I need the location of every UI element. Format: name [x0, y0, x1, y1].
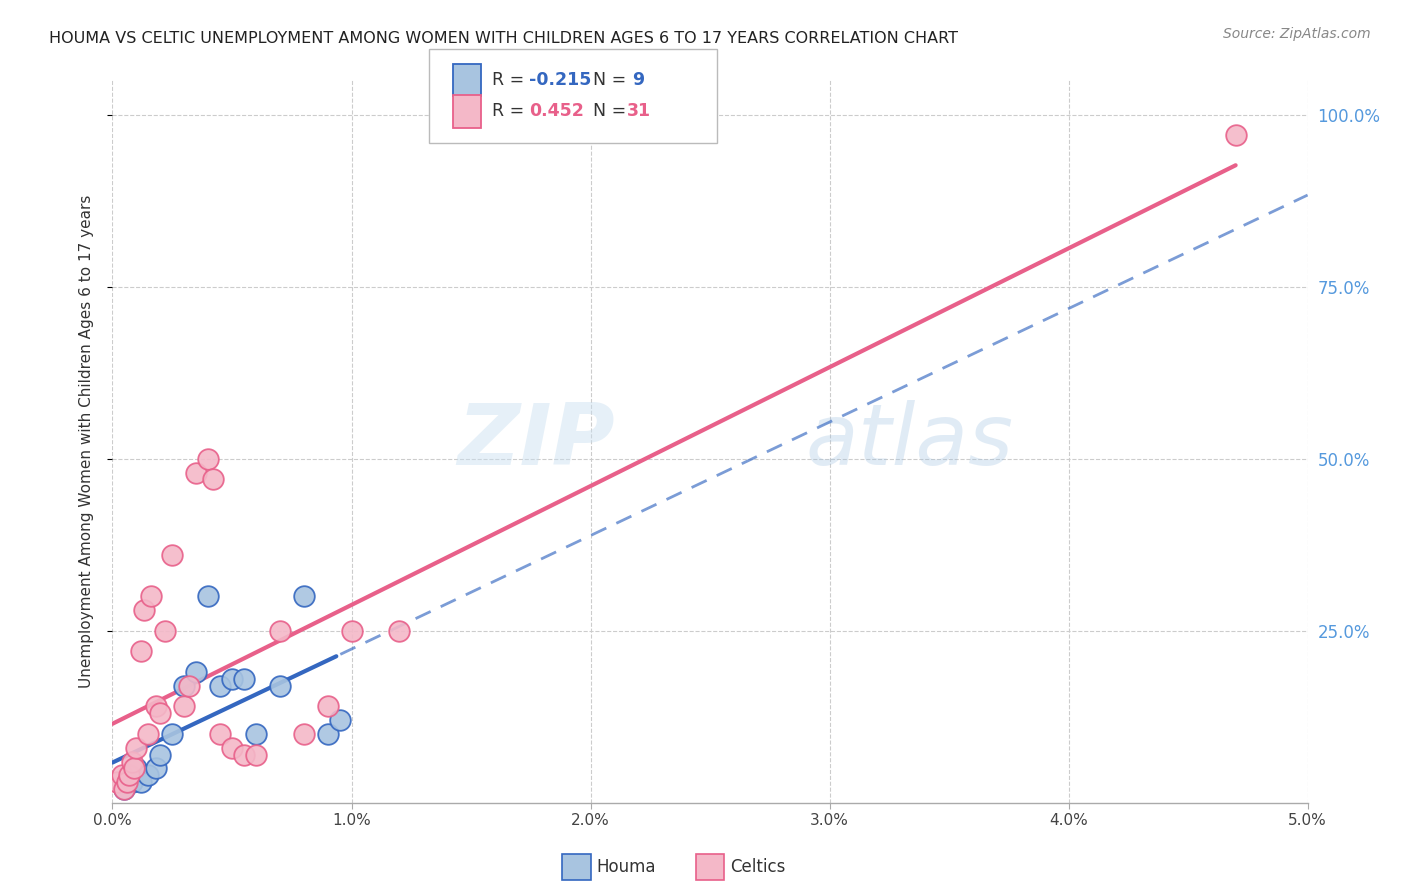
Point [132, 603, 155, 617]
Text: ZIP: ZIP [457, 400, 614, 483]
Point [173, 699, 195, 714]
Y-axis label: Unemployment Among Women with Children Ages 6 to 17 years: Unemployment Among Women with Children A… [79, 194, 94, 689]
Point [245, 727, 267, 741]
Point [114, 782, 135, 797]
Point [197, 590, 219, 604]
Point [145, 699, 167, 714]
Point [197, 451, 219, 466]
Point [115, 775, 138, 789]
Point [139, 590, 162, 604]
Point [138, 768, 160, 782]
Point [145, 761, 167, 775]
Point [149, 706, 172, 721]
Text: R =: R = [492, 71, 530, 89]
Point [209, 727, 232, 741]
Text: HOUMA VS CELTIC UNEMPLOYMENT AMONG WOMEN WITH CHILDREN AGES 6 TO 17 YEARS CORREL: HOUMA VS CELTIC UNEMPLOYMENT AMONG WOMEN… [49, 31, 959, 46]
Point [329, 713, 352, 727]
Point [233, 747, 256, 762]
Point [138, 727, 160, 741]
Point [177, 679, 200, 693]
Point [105, 775, 128, 789]
Point [122, 761, 145, 775]
Point [233, 672, 256, 686]
Point [129, 775, 152, 789]
Point [129, 644, 152, 658]
Text: Houma: Houma [596, 858, 655, 876]
Point [186, 466, 208, 480]
Text: Source: ZipAtlas.com: Source: ZipAtlas.com [1223, 27, 1371, 41]
Point [118, 768, 141, 782]
Text: N =: N = [593, 103, 633, 120]
Point [186, 665, 208, 679]
Point [221, 672, 243, 686]
Point [173, 679, 195, 693]
Point [340, 624, 363, 638]
Text: 31: 31 [627, 103, 651, 120]
Point [245, 747, 267, 762]
Point [316, 699, 339, 714]
Point [125, 740, 148, 755]
Point [292, 590, 315, 604]
Point [162, 727, 183, 741]
Point [121, 775, 143, 789]
Point [292, 727, 315, 741]
Point [221, 740, 243, 755]
Point [1225, 128, 1247, 143]
Point [388, 624, 411, 638]
Point [111, 768, 134, 782]
Text: -0.215: -0.215 [529, 71, 591, 89]
Text: 0.452: 0.452 [529, 103, 583, 120]
Point [269, 679, 291, 693]
Text: 9: 9 [627, 71, 645, 89]
Text: Celtics: Celtics [730, 858, 785, 876]
Point [162, 548, 183, 562]
Point [201, 472, 224, 486]
Point [209, 679, 232, 693]
Point [269, 624, 291, 638]
Point [153, 624, 176, 638]
Point [316, 727, 339, 741]
Text: atlas: atlas [806, 400, 1014, 483]
Text: R =: R = [492, 103, 530, 120]
Point [125, 761, 148, 775]
Point [114, 782, 135, 797]
Text: N =: N = [593, 71, 633, 89]
Point [149, 747, 172, 762]
Point [121, 755, 143, 769]
